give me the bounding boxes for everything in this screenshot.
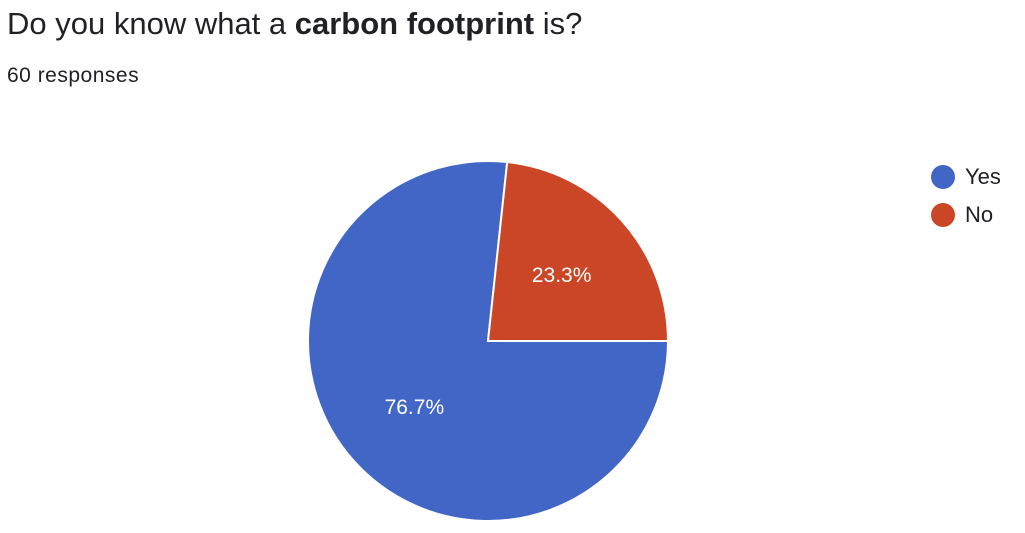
legend-label-yes: Yes (965, 164, 1001, 189)
legend-swatch-yes (931, 165, 955, 189)
slice-label-yes: 76.7% (385, 396, 445, 419)
legend: Yes No (931, 158, 1001, 234)
pie-slice-no[interactable] (486, 160, 670, 342)
question-title: Do you know what a carbon footprint is? (7, 4, 582, 44)
legend-label-no: No (965, 202, 994, 227)
response-count: 60 responses (7, 64, 140, 87)
pie-slice-yes[interactable] (307, 160, 670, 522)
title-bold: carbon footprint (294, 6, 535, 41)
slice-label-no: 23.3% (532, 264, 592, 287)
legend-swatch-no (931, 203, 955, 227)
title-prefix: Do you know what a (7, 6, 295, 41)
legend-item-no[interactable]: No (931, 196, 1001, 234)
legend-item-yes[interactable]: Yes (931, 158, 1001, 196)
title-suffix: is? (534, 6, 583, 41)
